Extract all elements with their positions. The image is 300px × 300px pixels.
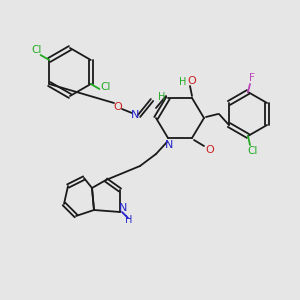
Text: H: H — [179, 77, 187, 87]
Text: H: H — [125, 215, 133, 225]
Text: N: N — [119, 203, 127, 213]
Text: H: H — [158, 92, 166, 102]
Text: Cl: Cl — [248, 146, 258, 156]
Text: Cl: Cl — [32, 45, 42, 55]
Text: F: F — [249, 73, 255, 83]
Text: O: O — [188, 76, 196, 86]
Text: O: O — [206, 145, 214, 155]
Text: Cl: Cl — [100, 82, 111, 92]
Text: N: N — [131, 110, 139, 120]
Text: O: O — [114, 102, 122, 112]
Text: N: N — [165, 140, 173, 150]
